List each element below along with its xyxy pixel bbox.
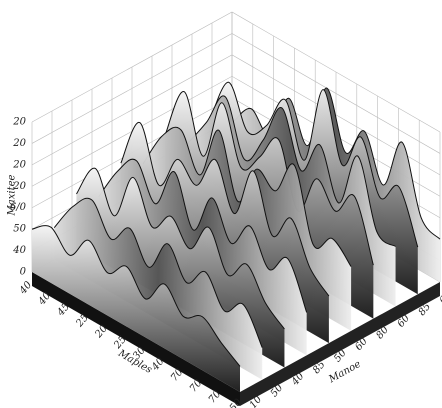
ridge-line (120, 122, 330, 297)
z-tick-label: 20 (12, 159, 26, 170)
z-tick-label: 40 (12, 245, 26, 256)
surface (31, 81, 441, 392)
base-left (32, 272, 240, 406)
ridge-line (53, 197, 263, 348)
ridge-fill (32, 225, 240, 392)
ridge-line (31, 225, 241, 367)
z-tick-label: 6/0 (10, 202, 27, 213)
z-tick-label: 50 (13, 224, 26, 235)
y-axis-label: Manoe (326, 359, 363, 386)
grid-line (31, 33, 441, 154)
base-right (240, 282, 440, 406)
ridge-line (187, 95, 396, 247)
z-tick-label: 20 (12, 181, 26, 192)
ridge-line (164, 91, 374, 266)
z-tick-label: 20 (12, 138, 26, 149)
z-axis-label: Maxitee (7, 174, 18, 216)
grid-line (31, 11, 441, 133)
ridge-line (209, 81, 419, 248)
z-tick-label: 0 (20, 267, 27, 278)
z-tick-label: 20 (12, 117, 26, 128)
grid-line (31, 54, 441, 176)
x-tick-label: 850 (224, 397, 245, 408)
y-tick-label: 60 (438, 289, 442, 306)
ridge-line (98, 158, 308, 313)
ridge-line (76, 167, 285, 330)
